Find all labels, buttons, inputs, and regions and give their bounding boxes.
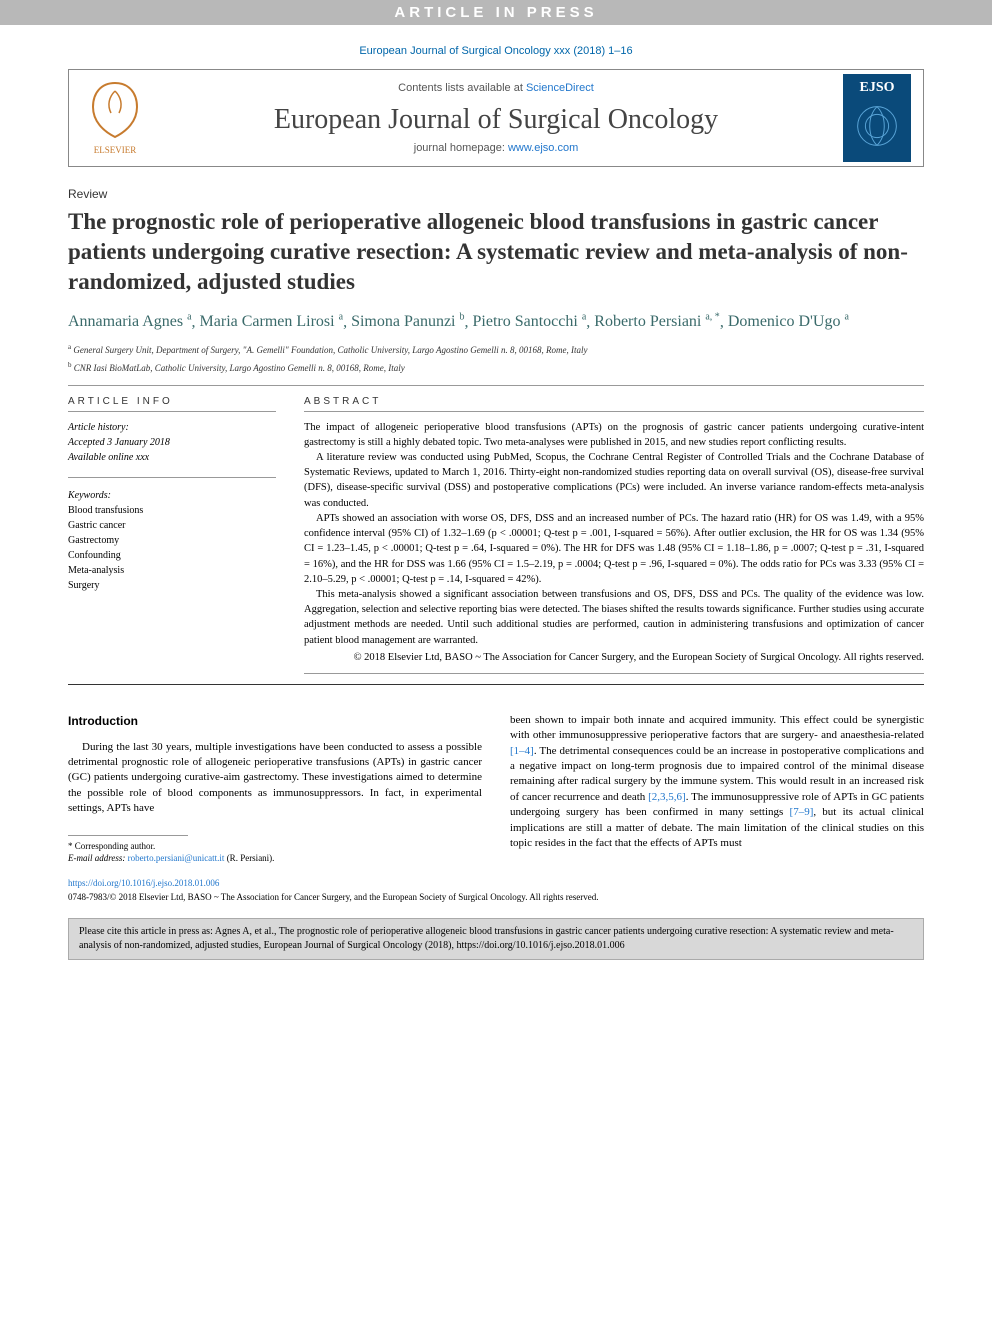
keyword: Confounding (68, 548, 276, 563)
keywords-block: Keywords: Blood transfusionsGastric canc… (68, 488, 276, 593)
divider (68, 385, 924, 386)
introduction-heading: Introduction (68, 713, 482, 730)
citation-link[interactable]: [2,3,5,6] (648, 791, 686, 803)
journal-homepage-line: journal homepage: www.ejso.com (69, 142, 923, 154)
abstract-body: The impact of allogeneic perioperative b… (304, 420, 924, 648)
author-affiliation-sup: b (460, 312, 465, 323)
abstract-paragraph: A literature review was conducted using … (304, 450, 924, 511)
citation-link[interactable]: [1–4] (510, 745, 534, 757)
homepage-link[interactable]: www.ejso.com (508, 142, 578, 154)
article-info-heading: ARTICLE INFO (68, 396, 276, 412)
citation-box: Please cite this article in press as: Ag… (68, 918, 924, 960)
journal-reference: European Journal of Surgical Oncology xx… (0, 25, 992, 69)
accepted-date: Accepted 3 January 2018 (68, 437, 170, 448)
divider (304, 673, 924, 674)
contents-label: Contents lists available at (398, 82, 526, 94)
affiliation: b CNR Iasi BioMatLab, Catholic Universit… (68, 361, 924, 375)
journal-header-box: ELSEVIER EJSO Contents lists available a… (68, 69, 924, 167)
keyword: Surgery (68, 578, 276, 593)
journal-name: European Journal of Surgical Oncology (69, 104, 923, 136)
abstract-paragraph: The impact of allogeneic perioperative b… (304, 420, 924, 450)
corresponding-label: * Corresponding author. (68, 841, 155, 851)
body-column-right: been shown to impair both innate and acq… (510, 713, 924, 865)
author-list: Annamaria Agnes a, Maria Carmen Lirosi a… (68, 311, 924, 334)
abstract-heading: ABSTRACT (304, 396, 924, 412)
author: Simona Panunzi b (351, 313, 464, 330)
keyword: Blood transfusions (68, 503, 276, 518)
footnote-separator (68, 835, 188, 836)
email-label: E-mail address: (68, 853, 128, 863)
author: Pietro Santocchi a (473, 313, 587, 330)
contents-list-line: Contents lists available at ScienceDirec… (69, 82, 923, 94)
intro-paragraph-right: been shown to impair both innate and acq… (510, 713, 924, 852)
bottom-bar: https://doi.org/10.1016/j.ejso.2018.01.0… (68, 877, 924, 904)
available-date: Available online xxx (68, 452, 149, 463)
author: Roberto Persiani a, * (594, 313, 720, 330)
affiliation: a General Surgery Unit, Department of Su… (68, 343, 924, 357)
body-column-left: Introduction During the last 30 years, m… (68, 713, 482, 865)
journal-cover-thumbnail: EJSO (843, 74, 911, 162)
author: Annamaria Agnes a (68, 313, 192, 330)
author: Maria Carmen Lirosi a (200, 313, 344, 330)
article-in-press-banner: ARTICLE IN PRESS (0, 0, 992, 25)
author-email-link[interactable]: roberto.persiani@unicatt.it (128, 853, 225, 863)
article-type: Review (68, 187, 924, 201)
history-label: Article history: (68, 422, 129, 433)
doi-link[interactable]: https://doi.org/10.1016/j.ejso.2018.01.0… (68, 878, 219, 888)
issn-line: 0748-7983/© 2018 Elsevier Ltd, BASO ~ Th… (68, 891, 924, 904)
cover-logo-text: EJSO (847, 80, 907, 96)
email-attribution: (R. Persiani). (224, 853, 274, 863)
keyword: Gastric cancer (68, 518, 276, 533)
author: Domenico D'Ugo a (728, 313, 849, 330)
keyword: Gastrectomy (68, 533, 276, 548)
divider-thick (68, 684, 924, 685)
author-affiliation-sup: a (582, 312, 586, 323)
abstract-paragraph: APTs showed an association with worse OS… (304, 511, 924, 587)
elsevier-logo: ELSEVIER (81, 79, 149, 157)
intro-paragraph-left: During the last 30 years, multiple inves… (68, 740, 482, 817)
keyword: Meta-analysis (68, 563, 276, 578)
sciencedirect-link[interactable]: ScienceDirect (526, 82, 594, 94)
corresponding-author-footnote: * Corresponding author. E-mail address: … (68, 840, 482, 865)
article-history: Article history: Accepted 3 January 2018… (68, 420, 276, 465)
author-affiliation-sup: a (844, 312, 848, 323)
author-affiliation-sup: a, * (705, 312, 719, 323)
divider (68, 477, 276, 478)
author-affiliation-sup: a (339, 312, 343, 323)
author-affiliation-sup: a (187, 312, 191, 323)
citation-link[interactable]: [7–9] (790, 806, 814, 818)
abstract-paragraph: This meta-analysis showed a significant … (304, 587, 924, 648)
homepage-label: journal homepage: (414, 142, 508, 154)
svg-text:ELSEVIER: ELSEVIER (94, 145, 137, 155)
copyright-line: © 2018 Elsevier Ltd, BASO ~ The Associat… (304, 652, 924, 663)
keywords-label: Keywords: (68, 490, 111, 501)
article-title: The prognostic role of perioperative all… (68, 207, 924, 297)
